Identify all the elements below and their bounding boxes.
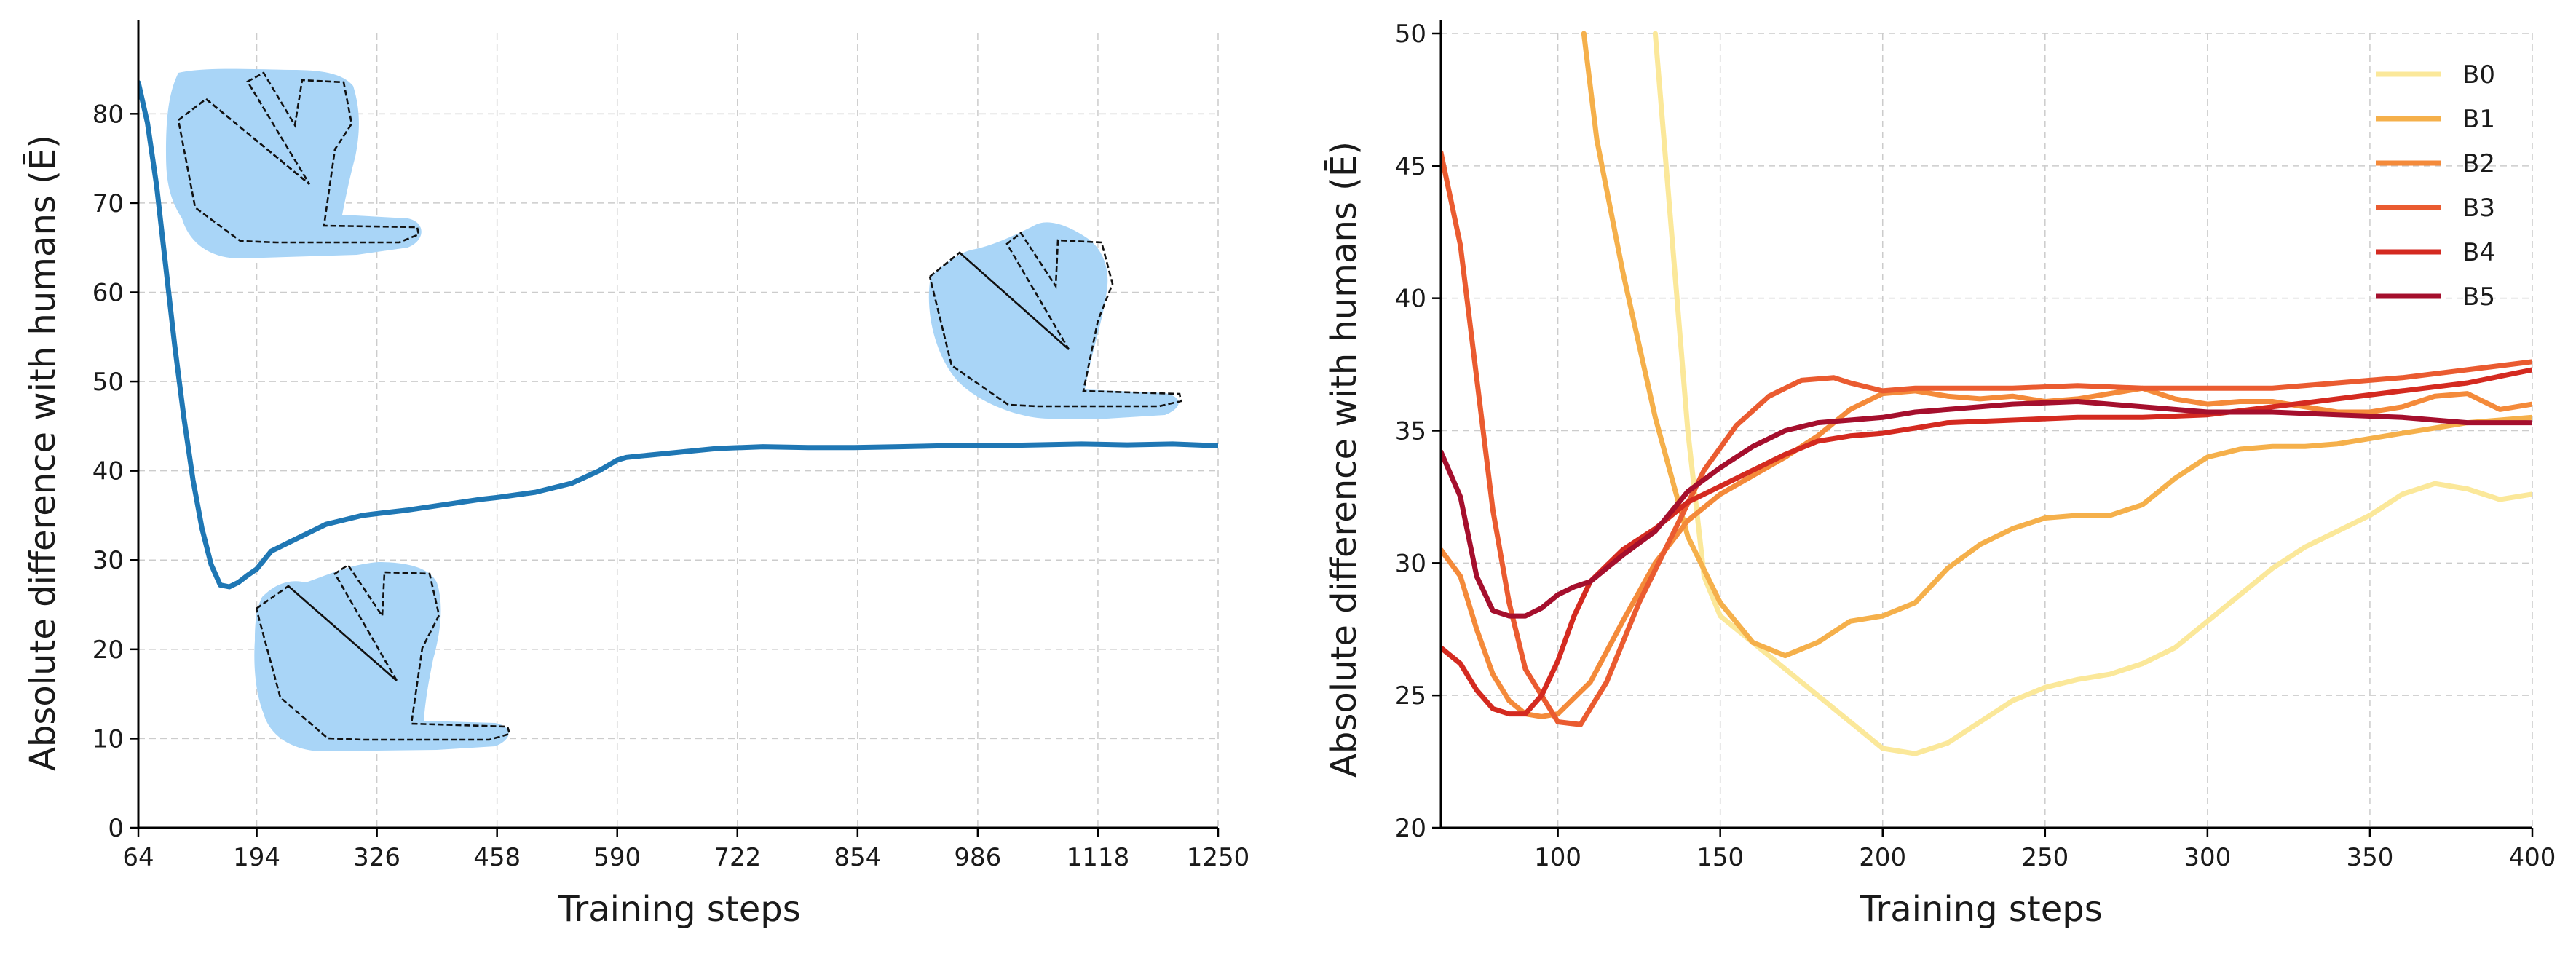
series-line-b5 [1441, 399, 2532, 619]
y-tick-label: 25 [1395, 681, 1426, 711]
series-line-0 [138, 79, 1218, 590]
x-tick-label: 590 [593, 843, 641, 872]
y-tick-label: 35 [1395, 417, 1426, 446]
legend-label: B1 [2462, 105, 2495, 134]
y-tick-label: 50 [92, 368, 124, 397]
legend-label: B2 [2462, 149, 2495, 178]
x-tick-label: 350 [2346, 843, 2393, 872]
y-tick-label: 70 [92, 189, 124, 218]
legend-label: B0 [2462, 60, 2495, 90]
legend-item-b5: B5 [2376, 282, 2495, 312]
x-tick-label: 64 [122, 843, 154, 872]
series-line-b0 [1652, 31, 2532, 756]
left-axes: 64 194 326 458 590 722 854 986 1118 1250 0 10 20 30 40… [92, 20, 1250, 872]
right-series-lines [1441, 31, 2532, 756]
y-tick-label: 40 [92, 457, 124, 486]
x-tick-label: 150 [1696, 843, 1744, 872]
y-tick-label: 30 [92, 546, 124, 575]
y-tick-label: 80 [92, 100, 124, 129]
shape-illustration-top-left [166, 68, 422, 258]
x-tick-label: 400 [2509, 843, 2556, 872]
x-tick-label: 1250 [1187, 843, 1250, 872]
right-gridlines [1441, 33, 2533, 829]
legend-item-b3: B3 [2376, 194, 2495, 223]
y-tick-label: 50 [1395, 20, 1426, 49]
x-tick-label: 200 [1859, 843, 1906, 872]
x-tick-label: 194 [233, 843, 280, 872]
y-tick-label: 10 [92, 724, 124, 754]
series-line-b3 [1441, 150, 2532, 727]
legend-label: B3 [2462, 194, 2495, 223]
legend-item-b0: B0 [2376, 60, 2495, 90]
x-tick-label: 300 [2184, 843, 2231, 872]
legend-item-b1: B1 [2376, 105, 2495, 134]
x-tick-label: 458 [473, 843, 521, 872]
legend-label: B5 [2462, 282, 2495, 312]
y-tick-label: 60 [92, 278, 124, 307]
left-chart: 64 194 326 458 590 722 854 986 1118 1250 0 10 20 30 40… [23, 20, 1249, 930]
y-tick-label: 45 [1395, 152, 1426, 181]
y-tick-label: 20 [1395, 814, 1426, 843]
x-tick-label: 854 [834, 843, 881, 872]
legend-item-b4: B4 [2376, 238, 2495, 267]
x-tick-label: 250 [2021, 843, 2069, 872]
right-x-axis-label: Training steps [1859, 889, 2103, 930]
legend-label: B4 [2462, 238, 2495, 267]
series-line-b1 [1581, 31, 2532, 659]
legend: B0 B1 B2 B3 B4 B5 [2376, 60, 2495, 312]
right-chart: 100 150 200 250 300 350 400 20 25 30 35 40 45 50 B0 B1… [1324, 20, 2556, 930]
left-series-lines [138, 79, 1218, 590]
tangram-shape-illustrations [166, 68, 1182, 751]
y-tick-label: 20 [92, 636, 124, 665]
right-axes: 100 150 200 250 300 350 400 20 25 30 35 40 45 50 [1395, 20, 2556, 872]
y-tick-label: 0 [108, 814, 124, 843]
x-tick-label: 1118 [1067, 843, 1130, 872]
legend-item-b2: B2 [2376, 149, 2495, 178]
series-line-b2 [1441, 385, 2532, 719]
left-x-axis-label: Training steps [557, 889, 801, 930]
x-tick-label: 100 [1534, 843, 1581, 872]
x-tick-label: 722 [714, 843, 761, 872]
x-tick-label: 326 [353, 843, 400, 872]
right-y-axis-label: Absolute difference with humans (Ē) [1324, 141, 1364, 778]
x-tick-label: 986 [954, 843, 1001, 872]
left-y-axis-label: Absolute difference with humans (Ē) [23, 135, 63, 771]
shape-illustration-bottom-left [254, 562, 511, 751]
shape-illustration-right [928, 222, 1182, 419]
y-tick-label: 40 [1395, 285, 1426, 314]
y-tick-label: 30 [1395, 549, 1426, 578]
